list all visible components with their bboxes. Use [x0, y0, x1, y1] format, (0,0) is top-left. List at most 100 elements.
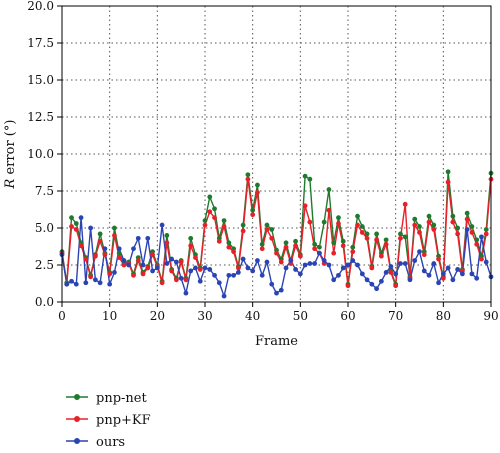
data-point-ours [83, 280, 89, 286]
data-point-ours [483, 259, 489, 265]
data-point-pnp-kf [302, 203, 308, 209]
data-point-pnp-kf [164, 240, 170, 246]
data-point-pnp-net [374, 231, 379, 237]
data-point-pnp-kf [364, 235, 370, 241]
legend-label: pnp+KF [96, 413, 151, 428]
data-point-pnp-net [259, 241, 265, 247]
data-point-ours [293, 267, 298, 272]
data-point-pnp-kf [240, 228, 246, 234]
data-point-ours [421, 268, 427, 274]
data-point-ours [312, 261, 318, 266]
data-point-pnp-net [302, 173, 308, 179]
grid-lines [62, 6, 491, 302]
data-point-ours [188, 268, 194, 274]
y-tick-label: 7.5 [35, 184, 54, 198]
data-point-pnp-kf [116, 255, 122, 260]
data-point-ours [340, 265, 346, 271]
y-tick-label: 15.0 [27, 73, 54, 87]
data-point-pnp-net [483, 227, 489, 232]
data-point-pnp-net [312, 241, 318, 247]
data-point-ours [297, 271, 303, 277]
data-point-ours [78, 215, 84, 221]
data-point-pnp-kf [97, 238, 103, 244]
data-point-pnp-net [364, 231, 370, 237]
data-point-pnp-kf [274, 250, 279, 256]
data-point-ours [197, 278, 203, 284]
data-point-pnp-kf [336, 221, 341, 226]
x-axis-title: Frame [255, 334, 298, 349]
data-point-pnp-kf [283, 244, 289, 250]
data-point-ours [112, 270, 117, 275]
data-point-ours [107, 281, 113, 287]
series-markers [59, 169, 494, 299]
data-point-pnp-kf [216, 238, 222, 244]
data-point-pnp-kf [359, 230, 365, 235]
data-point-pnp-kf [278, 259, 284, 265]
data-point-ours [469, 271, 475, 277]
y-axis-title-rest: error (°) [3, 120, 18, 179]
data-point-ours [231, 272, 237, 278]
data-point-pnp-net [398, 231, 403, 237]
data-point-ours [378, 278, 384, 284]
data-point-pnp-kf [69, 224, 74, 229]
data-point-ours [326, 262, 332, 268]
data-point-pnp-net [336, 215, 341, 221]
data-point-pnp-net [112, 225, 117, 231]
data-point-pnp-kf [78, 243, 84, 249]
data-point-pnp-net [283, 240, 289, 246]
data-point-ours [317, 250, 322, 256]
data-point-ours [154, 265, 160, 271]
data-point-pnp-kf [73, 227, 79, 232]
data-point-pnp-net [317, 244, 322, 250]
data-point-ours [73, 281, 79, 287]
data-point-pnp-kf [212, 215, 217, 221]
data-point-pnp-net [116, 250, 122, 256]
data-point-pnp-kf [326, 207, 332, 213]
data-point-pnp-net [474, 237, 480, 243]
data-point-pnp-kf [102, 252, 108, 258]
data-point-pnp-kf [245, 176, 251, 182]
data-point-ours [345, 262, 351, 268]
x-tick-label: 0 [58, 309, 66, 323]
data-point-ours [283, 265, 289, 271]
data-point-pnp-kf [197, 267, 203, 272]
data-point-ours [131, 246, 136, 252]
x-tick-label: 60 [340, 309, 355, 323]
data-point-ours [479, 234, 484, 240]
data-point-pnp-kf [297, 253, 303, 259]
data-point-pnp-kf [250, 212, 256, 218]
data-point-pnp-kf [131, 272, 136, 278]
data-point-ours [402, 261, 408, 266]
data-point-pnp-net [340, 238, 346, 244]
data-point-pnp-net [245, 172, 251, 178]
axis-ticks: 0 10 20 30 40 50 60 70 80 90 0.0 2.5 5.0 7.5 10.0 12.5 1… [27, 0, 498, 323]
y-tick-label: 10.0 [27, 147, 54, 161]
data-point-ours [383, 270, 389, 275]
data-point-ours [398, 261, 403, 266]
data-point-ours [431, 261, 437, 266]
data-point-pnp-net [426, 213, 432, 219]
data-point-pnp-net [202, 218, 208, 224]
data-point-pnp-net [226, 240, 232, 246]
data-point-pnp-kf [402, 201, 408, 207]
y-axis-title-symbol: R [3, 178, 18, 189]
y-tick-label: 17.5 [27, 36, 54, 50]
data-point-ours [135, 235, 141, 241]
data-point-ours [364, 277, 370, 283]
data-point-ours [255, 258, 260, 263]
data-point-ours [145, 235, 151, 241]
data-point-pnp-kf [417, 230, 422, 235]
data-point-pnp-kf [92, 253, 98, 259]
data-point-ours [69, 278, 74, 284]
data-point-pnp-net [188, 235, 194, 241]
data-point-ours [164, 261, 170, 266]
data-point-ours [278, 287, 284, 293]
x-tick-label: 40 [245, 309, 260, 323]
data-point-ours [426, 272, 432, 278]
data-point-pnp-kf [436, 256, 441, 262]
data-point-pnp-kf [474, 241, 480, 247]
legend-marker [74, 416, 80, 422]
x-tick-label: 30 [197, 309, 212, 323]
data-point-pnp-kf [112, 233, 117, 238]
data-point-ours [460, 271, 465, 277]
